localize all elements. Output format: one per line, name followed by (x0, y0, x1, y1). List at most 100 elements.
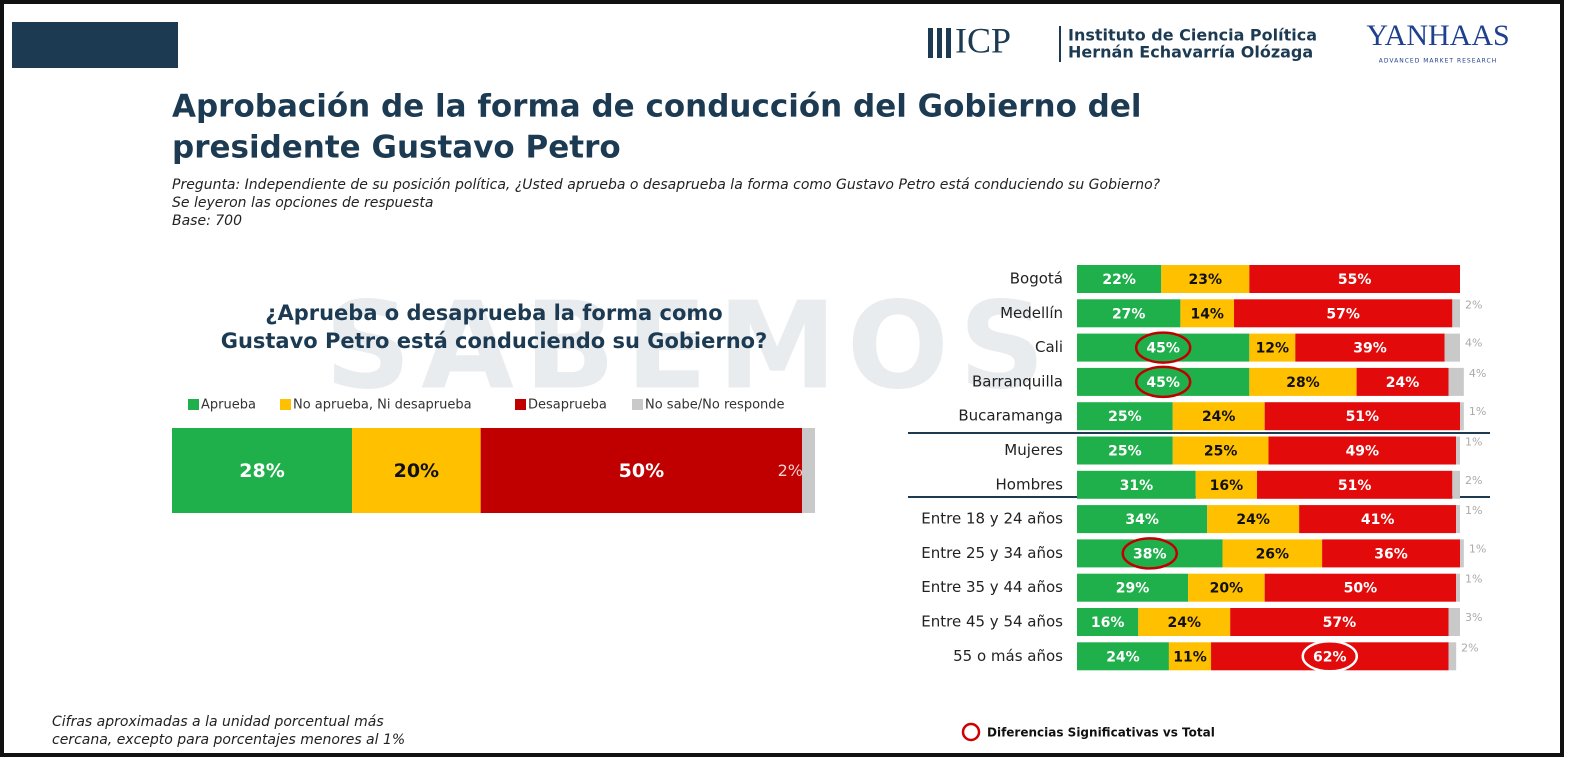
bar-segment (1211, 642, 1449, 671)
value-label: 24% (1236, 512, 1270, 528)
value-label: 57% (1326, 306, 1360, 322)
slide-title: Aprobación de la forma de conducción del… (172, 89, 1142, 125)
bar-segment (1299, 505, 1457, 534)
value-label: 23% (1189, 272, 1223, 288)
bar-segment (1230, 608, 1449, 636)
bar-segment (1077, 333, 1250, 362)
bar-segment (1188, 573, 1265, 602)
bar-segment (1448, 367, 1464, 396)
value-label: 45% (1146, 341, 1180, 357)
legend-swatch (515, 399, 526, 410)
value-label: 25% (1204, 444, 1238, 460)
bar-segment (1456, 505, 1460, 534)
bar-segment (1077, 299, 1181, 328)
bar-segment (1207, 505, 1300, 534)
category-label: Mujeres (1004, 441, 1063, 459)
logo-bar (937, 28, 942, 58)
bar-segment (1222, 539, 1323, 568)
significance-circle (1134, 365, 1192, 399)
value-label: 24% (1167, 615, 1201, 631)
bar-segment (1460, 539, 1464, 568)
value-label: 20% (394, 460, 439, 482)
logo-icp-line: Hernán Echavarría Olózaga (1068, 43, 1313, 62)
logo-icp-line: Instituto de Ciencia Política (1068, 26, 1317, 45)
value-label: 38% (1133, 546, 1167, 562)
bar-segment (1456, 436, 1460, 465)
bar-segment (802, 428, 815, 513)
bar-segment (1264, 573, 1457, 602)
category-label: Entre 35 y 44 años (921, 578, 1063, 596)
value-label: 12% (1256, 341, 1290, 357)
category-label: Barranquilla (972, 372, 1063, 390)
bar-segment (1456, 573, 1460, 602)
category-label: Bogotá (1010, 270, 1063, 288)
question: Se leyeron las opciones de respuesta (172, 195, 433, 211)
value-label: 2% (1461, 641, 1478, 654)
logo-bar (946, 28, 951, 58)
category-label: Entre 18 y 24 años (921, 510, 1063, 528)
value-label: 49% (1346, 444, 1380, 460)
bar-segment (1138, 608, 1231, 636)
value-label: 31% (1120, 478, 1154, 494)
value-label: 34% (1125, 512, 1159, 528)
value-label: 41% (1361, 512, 1395, 528)
bar-segment (1077, 265, 1162, 293)
value-label: 24% (1106, 649, 1140, 665)
value-label: 2% (1465, 474, 1482, 487)
value-label: 20% (1210, 581, 1244, 597)
significance-icon (961, 722, 981, 742)
bar-segment (172, 428, 353, 513)
bar-segment (1161, 265, 1250, 293)
logo-bar (928, 28, 933, 58)
value-label: 36% (1374, 546, 1408, 562)
value-label: 39% (1353, 341, 1387, 357)
bar-segment (1444, 333, 1460, 362)
legend-label: Aprueba (201, 398, 256, 413)
bar-segment (1077, 539, 1223, 568)
category-label: Medellín (1000, 304, 1063, 322)
category-label: Entre 25 y 34 años (921, 544, 1063, 562)
bar-segment (480, 428, 803, 513)
value-label: 28% (1286, 375, 1320, 391)
bar-segment (1077, 402, 1173, 431)
footnote: Cifras aproximadas a la unidad porcentua… (52, 714, 384, 730)
value-label: 57% (1323, 615, 1357, 631)
base: Base: 700 (172, 213, 242, 229)
value-label: 4% (1465, 337, 1482, 350)
category-label: Hombres (996, 475, 1064, 493)
legend-swatch (632, 399, 643, 410)
bar-segment (352, 428, 481, 513)
corner-block (12, 22, 178, 68)
value-label: 26% (1256, 546, 1290, 562)
bar-segment (1264, 402, 1460, 431)
bar-segment (1268, 436, 1457, 465)
bar-segment (1356, 367, 1449, 396)
bar-segment (1257, 470, 1453, 499)
bar-segment (1448, 608, 1460, 636)
bar-segment (1452, 299, 1460, 328)
bar-segment (1460, 402, 1464, 431)
logo-tagline: ADVANCED MARKET RESEARCH (1379, 58, 1497, 65)
category-label: Bucaramanga (958, 407, 1063, 425)
logo-icp-text: ICP (955, 20, 1011, 60)
value-label: 1% (1469, 542, 1486, 555)
question: Pregunta: Independiente de su posición p… (172, 177, 1161, 193)
bar-segment (1168, 642, 1212, 671)
value-label: 28% (239, 460, 284, 482)
category-label: Entre 45 y 54 años (921, 613, 1063, 631)
bar-segment (1180, 299, 1235, 328)
value-label: 24% (1386, 375, 1420, 391)
value-label: 2% (1465, 298, 1482, 311)
value-label: 16% (1091, 615, 1125, 631)
value-label: 29% (1116, 581, 1150, 597)
legend-label: No aprueba, Ni desaprueba (293, 398, 472, 413)
slide-title: presidente Gustavo Petro (172, 130, 621, 166)
bar-segment (1077, 505, 1208, 534)
value-label: 16% (1210, 478, 1244, 494)
bar-segment (1195, 470, 1258, 499)
value-label: 3% (1465, 611, 1482, 624)
chart-title: Gustavo Petro está conduciendo su Gobier… (221, 329, 768, 353)
bar-segment (1448, 642, 1457, 671)
bar-segment (1077, 367, 1250, 396)
significance-circle (1121, 537, 1179, 570)
